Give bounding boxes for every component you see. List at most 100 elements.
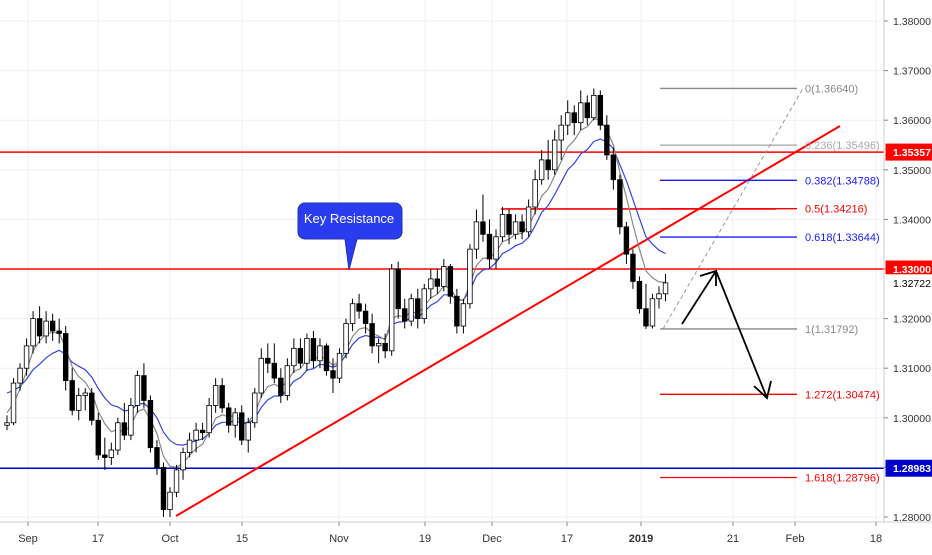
candle-bear: [147, 400, 154, 448]
candle-bull: [4, 422, 10, 426]
price-label-text: 1.32722: [893, 278, 931, 290]
x-tick-label: 17: [92, 533, 104, 545]
arrow-down-head: [753, 380, 772, 400]
candle-bear: [362, 310, 369, 324]
candle-bear: [643, 308, 649, 327]
price-label-box: [885, 459, 932, 477]
x-tick-label: Dec: [482, 533, 502, 545]
candle-bull: [82, 392, 88, 396]
y-tick-label: 1.35000: [893, 165, 931, 177]
candle-bull: [108, 449, 115, 458]
candle-bull: [167, 491, 173, 510]
candle-bear: [62, 333, 69, 382]
candle-bear: [265, 357, 271, 364]
ema-slow-line: [6, 138, 666, 446]
x-tick-label: Sep: [18, 533, 38, 545]
fib-label: 0(1.36640): [805, 83, 858, 95]
candle-bear: [506, 214, 512, 235]
candle-bear: [630, 253, 636, 282]
candle-bear: [415, 298, 421, 320]
arrow-down-line: [715, 270, 768, 399]
fib-label: 1.272(1.30474): [805, 389, 880, 401]
candle-bear: [545, 159, 551, 171]
callout-bubble: [297, 202, 403, 271]
candle-bear: [636, 280, 643, 310]
candle-bull: [317, 345, 323, 362]
projection-arrows: [681, 269, 772, 400]
candle-bear: [623, 226, 630, 255]
candle-bear: [95, 419, 101, 456]
candle-bear: [434, 278, 441, 287]
trendlines: [175, 88, 841, 517]
x-tick-label: Oct: [161, 533, 178, 545]
candle-bull: [30, 318, 36, 347]
x-tick-label: 15: [236, 533, 248, 545]
candle-bull: [499, 214, 506, 238]
candle-bull: [408, 298, 414, 322]
candle-bull: [304, 338, 310, 364]
candle-bear: [486, 233, 493, 260]
candle-bear: [447, 266, 454, 297]
fib-label: 0.382(1.34788): [805, 175, 880, 187]
fibonacci-levels: 0(1.36640) 0.236(1.35496) 0.382(1.34788) 0.…: [660, 83, 880, 485]
candle-bull: [512, 221, 519, 235]
candle-bull: [428, 278, 434, 290]
candle-bear: [271, 362, 278, 379]
x-tick-label: 21: [727, 533, 739, 545]
candle-bull: [336, 352, 343, 379]
candle-bull: [173, 469, 180, 493]
candle-bull: [493, 236, 499, 260]
candle-bear: [584, 102, 590, 119]
candle-bull: [388, 268, 395, 352]
y-tick-label: 1.36000: [893, 115, 931, 127]
y-tick-label: 1.38000: [893, 16, 931, 28]
fib-label: 1.618(1.28796): [805, 473, 880, 485]
candle-bear: [225, 407, 232, 426]
candle-bear: [278, 377, 284, 396]
candle-bull: [206, 404, 212, 434]
candle-bear: [36, 318, 43, 337]
candle-bull: [421, 288, 427, 319]
candle-bull: [284, 365, 291, 396]
candle-bear: [102, 454, 108, 458]
candle-bear: [330, 370, 336, 379]
price-label-text: 1.35357: [893, 147, 931, 159]
candle-bear: [239, 412, 245, 441]
candle-bull: [591, 95, 597, 119]
candle-bear: [617, 179, 623, 228]
candle-bear: [454, 295, 460, 327]
candle-bull: [525, 206, 532, 233]
candle-bull: [441, 266, 447, 287]
candle-bear: [199, 429, 206, 434]
fib-label: 0.5(1.34216): [805, 204, 867, 216]
candle-bear: [297, 347, 304, 364]
candle-bull: [578, 102, 584, 124]
candle-bear: [56, 330, 62, 334]
candle-bull: [186, 439, 193, 453]
x-tick-label: 2019: [629, 533, 653, 545]
uptrend-line: [175, 125, 841, 517]
candle-bear: [69, 380, 75, 411]
x-tick-label: 19: [419, 533, 431, 545]
candle-bear: [610, 154, 617, 181]
arrow-up-line: [681, 270, 717, 325]
candle-bull: [17, 367, 23, 384]
fib-label: 1(1.31792): [805, 324, 858, 336]
callout-text: Key Resistance: [304, 211, 394, 226]
price-label-box: [885, 143, 932, 161]
candle-bull: [460, 303, 467, 327]
x-tick-label: Feb: [786, 533, 805, 545]
candle-bear: [356, 303, 362, 312]
price-label-text: 1.28983: [893, 463, 931, 475]
candle-bull: [212, 385, 219, 406]
candle-bull: [128, 404, 134, 436]
candle-bull: [649, 298, 656, 327]
candle-bull: [291, 347, 297, 367]
fib-anchor-line: [662, 88, 804, 330]
y-tick-label: 1.31000: [893, 363, 931, 375]
y-tick-label: 1.28000: [893, 512, 931, 524]
x-tick-label: 18: [870, 533, 882, 545]
candle-bull: [252, 392, 258, 424]
